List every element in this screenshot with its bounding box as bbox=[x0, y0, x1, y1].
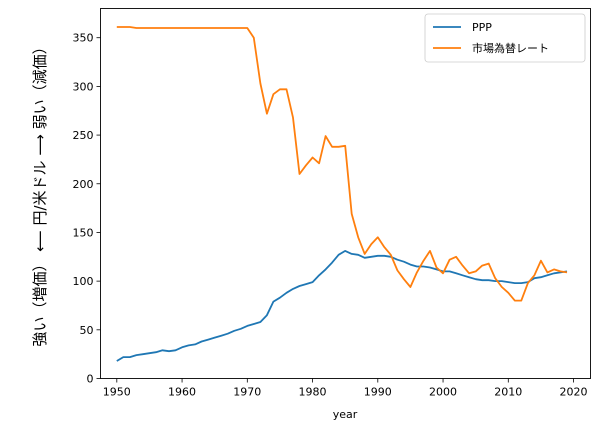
axes-frame bbox=[100, 8, 591, 379]
x-tick-label: 2010 bbox=[494, 386, 522, 399]
y-tick-label: 0 bbox=[87, 373, 94, 386]
x-tick-label: 1950 bbox=[103, 386, 131, 399]
x-tick-label: 1980 bbox=[299, 386, 327, 399]
legend-label-market-rate: 市場為替レート bbox=[472, 41, 549, 55]
x-tick-label: 2000 bbox=[429, 386, 457, 399]
legend: PPP 市場為替レート bbox=[424, 13, 586, 63]
y-tick-label: 50 bbox=[80, 324, 94, 337]
x-tick-label: 1970 bbox=[233, 386, 261, 399]
x-tick-label: 2020 bbox=[560, 386, 588, 399]
y-tick-label: 150 bbox=[73, 226, 94, 239]
x-tick-label: 1960 bbox=[168, 386, 196, 399]
series-line-0 bbox=[116, 249, 568, 362]
y-axis: 0 50 100 150 200 250 300 350 bbox=[73, 32, 101, 386]
x-axis-label: year bbox=[333, 408, 358, 421]
y-tick-label: 250 bbox=[73, 129, 94, 142]
y-axis-label: 強い（増価） ⟵ 円/米ドル ⟶ 弱い（減価） bbox=[31, 39, 49, 346]
series-lines bbox=[116, 26, 568, 362]
y-tick-label: 350 bbox=[73, 32, 94, 45]
legend-box bbox=[424, 13, 586, 63]
y-tick-label: 100 bbox=[73, 275, 94, 288]
y-tick-label: 200 bbox=[73, 178, 94, 191]
x-axis: 1950 1960 1970 1980 1990 2000 2010 2020 bbox=[103, 378, 588, 399]
y-tick-label: 300 bbox=[73, 80, 94, 93]
series-line-1 bbox=[116, 26, 568, 302]
legend-label-ppp: PPP bbox=[472, 21, 492, 34]
x-tick-label: 1990 bbox=[364, 386, 392, 399]
